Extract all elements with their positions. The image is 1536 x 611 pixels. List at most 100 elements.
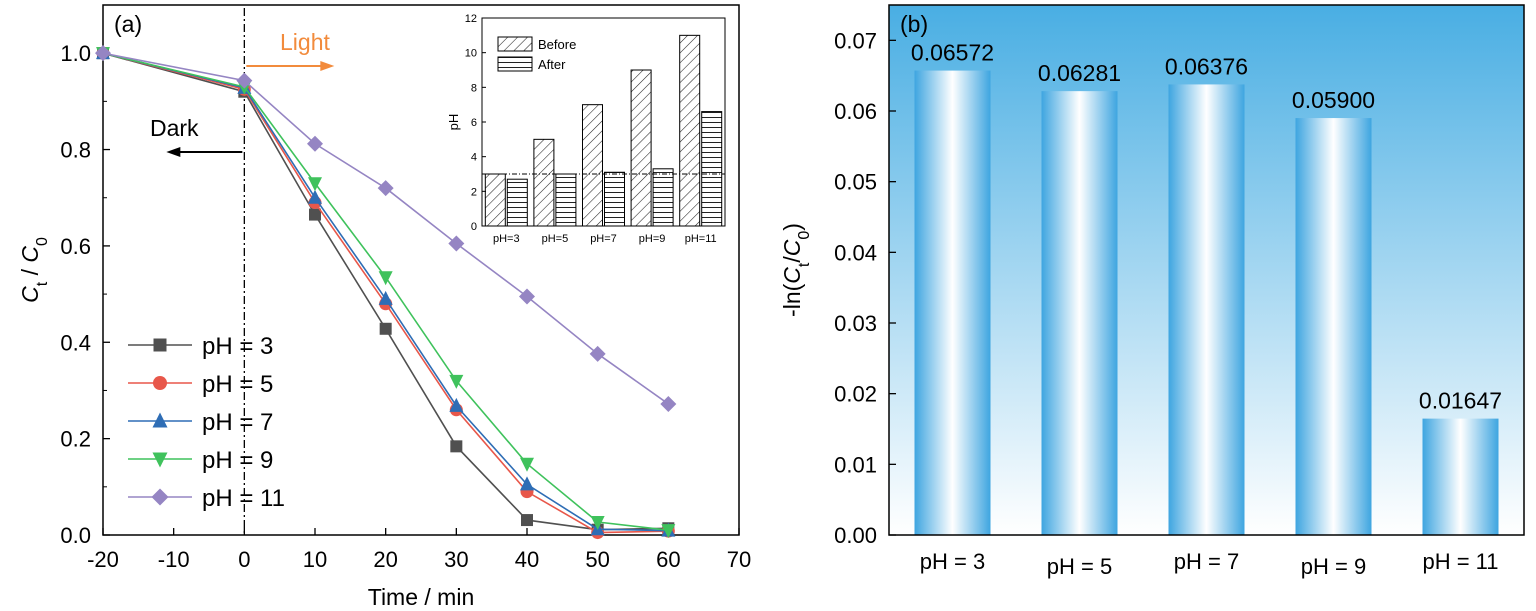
legend-entry: pH = 11 — [128, 485, 285, 512]
marker-diamond — [519, 288, 535, 305]
x-tick-label-a: 60 — [656, 547, 680, 572]
dark-arrow-head — [166, 147, 181, 157]
inset-y-tick-label: 4 — [471, 152, 477, 164]
y-tick-label-a: 0.6 — [60, 234, 91, 259]
marker-diamond — [589, 345, 606, 362]
bar-value-label: 0.01647 — [1419, 388, 1502, 414]
bar — [914, 70, 991, 535]
series-group-a — [95, 45, 677, 540]
marker-diamond — [95, 45, 111, 62]
inset-y-tick-label: 10 — [465, 48, 477, 60]
inset-legend-swatch — [497, 56, 533, 72]
y-tick-label-b: 0.04 — [834, 240, 877, 265]
x-tick-label-b: pH = 7 — [1174, 549, 1239, 574]
y-axis-label-b: -ln(Ct/C0) — [779, 223, 813, 317]
legend-label: pH = 7 — [202, 409, 273, 436]
dark-light-arrows: Light Dark — [150, 29, 335, 157]
x-tick-label-b: pH = 5 — [1047, 554, 1112, 579]
marker-diamond — [236, 72, 253, 89]
marker-triangle-up — [449, 397, 464, 412]
x-tick-label-a: 10 — [303, 547, 327, 572]
legend-label: pH = 9 — [202, 447, 273, 474]
plot-frame-a — [102, 4, 740, 536]
x-tick-label-a: 40 — [515, 547, 539, 572]
x-tick-label-a: -20 — [87, 547, 119, 572]
x-tick-label-a: -10 — [158, 547, 190, 572]
inset-y-label: pH — [446, 114, 461, 131]
y-tick-label-a: 1.0 — [60, 41, 91, 66]
bars-b: 0.06572 0.06281 0.06376 0.05900 0.01647 — [911, 40, 1502, 536]
marker-triangle-up — [378, 290, 393, 305]
legend-entry: pH = 5 — [128, 371, 273, 398]
marker-triangle-up — [308, 189, 322, 204]
y-tick-label-b: 0.01 — [834, 452, 877, 477]
inset-legend-label: After — [538, 57, 566, 72]
x-tick-label-a: 20 — [373, 547, 397, 572]
marker-triangle-down — [449, 374, 464, 389]
marker-square — [521, 514, 533, 527]
inset-x-tick-label: pH=7 — [590, 233, 617, 245]
inset-y-tick-label: 8 — [471, 82, 477, 94]
inset-bars — [484, 34, 723, 227]
x-axis-b: pH = 3 pH = 5 pH = 7 pH = 9 pH = 11 — [920, 549, 1499, 579]
series-line — [102, 52, 669, 532]
inset-x-tick-label: pH=9 — [639, 233, 666, 245]
marker-diamond — [151, 488, 169, 506]
light-annotation: Light — [280, 29, 330, 55]
inset-y-tick-label: 6 — [471, 117, 477, 129]
inset-bar-before — [484, 173, 506, 227]
legend-entry: pH = 3 — [128, 333, 273, 360]
marker-diamond — [660, 395, 677, 412]
marker-circle — [153, 376, 167, 390]
inset-y-tick-label: 12 — [465, 13, 477, 25]
y-tick-label-b: 0.00 — [834, 523, 877, 548]
legend-entry: pH = 7 — [128, 409, 273, 436]
y-axis-b: 0.00 0.01 0.02 0.03 0.04 0.05 0.06 0.07 — [834, 28, 896, 548]
panel-label-b: (b) — [900, 11, 928, 37]
inset-x-tick-label: pH=5 — [542, 233, 569, 245]
bar-value-label: 0.05900 — [1292, 87, 1375, 113]
x-tick-label-b: pH = 9 — [1301, 554, 1366, 579]
series-line — [102, 52, 669, 534]
bar — [1168, 84, 1245, 536]
panel-a-line-chart: (a) -20 -10 0 10 20 30 40 50 60 70 0.00.20.40.60.… — [17, 4, 751, 610]
inset-bar-before — [533, 138, 555, 227]
marker-diamond — [377, 180, 394, 197]
inset-x-tick-label: pH=11 — [685, 233, 717, 245]
y-tick-label-b: 0.05 — [834, 170, 877, 195]
y-tick-label-a: 0.4 — [60, 330, 91, 355]
inset-bar-before — [630, 69, 652, 227]
marker-diamond — [448, 235, 465, 252]
inset-x-tick-label: pH=3 — [493, 233, 520, 245]
plot-frame-b — [888, 4, 1525, 536]
inset-bar-before — [679, 34, 701, 227]
y-axis-label-a: Ct / C0 — [17, 237, 51, 303]
inset-legend-label: Before — [538, 37, 576, 52]
legend-label: pH = 5 — [202, 371, 273, 398]
inset-y-axis: 0 2 4 6 8 10 12 — [465, 13, 486, 233]
bar-value-label: 0.06281 — [1038, 60, 1121, 86]
marker-triangle-down — [378, 271, 393, 286]
bar-value-label: 0.06572 — [911, 40, 994, 66]
inset-y-tick-label: 2 — [471, 186, 477, 198]
x-tick-label-a: 70 — [727, 547, 751, 572]
y-tick-label-b: 0.02 — [834, 382, 877, 407]
inset-x-axis: pH=3 pH=5 pH=7 pH=9 pH=11 — [493, 233, 717, 245]
marker-square — [153, 338, 167, 352]
marker-triangle-down — [590, 515, 605, 530]
inset-bar-after — [555, 173, 577, 227]
x-tick-label-b: pH = 11 — [1422, 549, 1498, 574]
legend-entry: pH = 9 — [128, 447, 273, 474]
bar — [1295, 118, 1372, 536]
marker-triangle-down — [152, 452, 168, 468]
inset-bar-after — [701, 111, 723, 227]
light-arrow-head — [320, 61, 335, 71]
bar-value-label: 0.06376 — [1165, 53, 1248, 79]
dark-annotation: Dark — [150, 115, 199, 141]
marker-triangle-down — [308, 177, 322, 192]
inset-bar-after — [652, 168, 674, 227]
series-ph-11 — [95, 45, 677, 412]
marker-triangle-down — [520, 457, 534, 472]
series-line — [102, 52, 669, 531]
